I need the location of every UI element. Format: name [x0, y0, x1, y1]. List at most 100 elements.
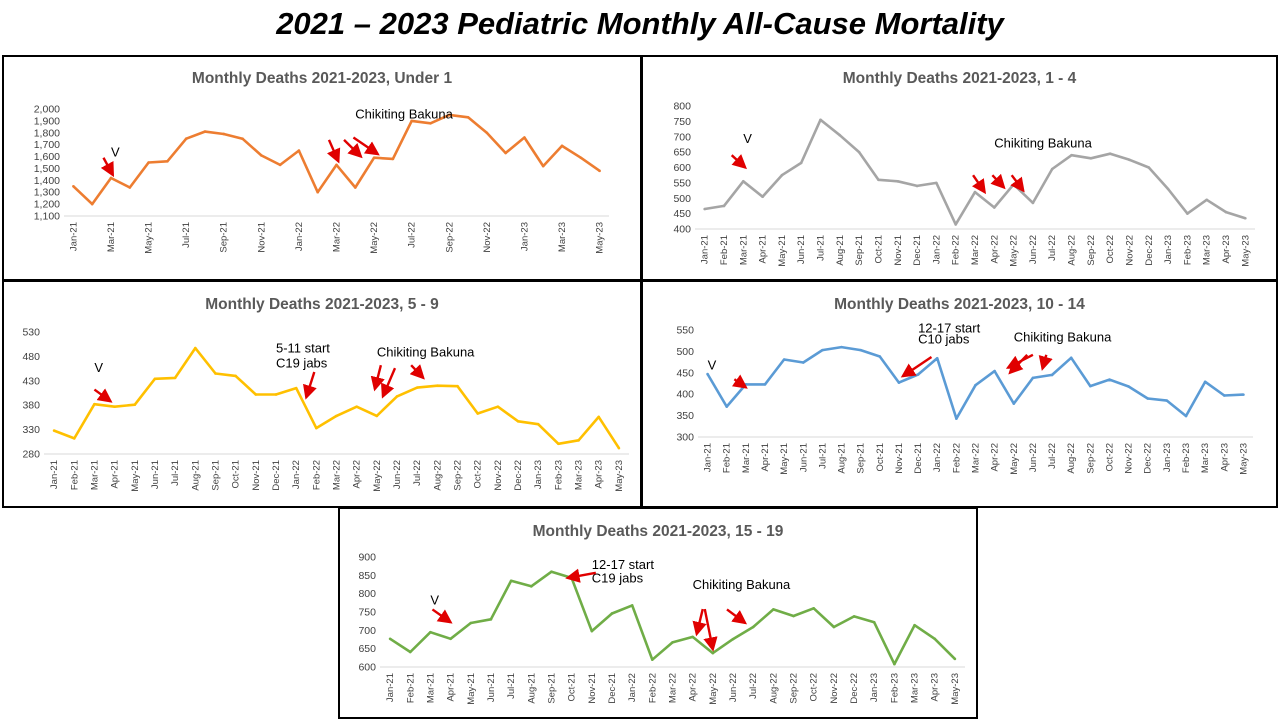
data-point — [761, 195, 764, 199]
data-point — [671, 641, 674, 644]
data-point — [254, 393, 258, 396]
x-tick-label: Sep-21 — [219, 222, 230, 253]
data-point — [1108, 378, 1111, 381]
x-tick-label: May-21 — [130, 460, 141, 492]
x-tick-label: Jan-22 — [294, 222, 305, 251]
data-point — [741, 180, 745, 183]
data-point — [184, 137, 188, 141]
x-tick-label: Jan-23 — [1163, 235, 1174, 264]
x-tick-label: May-22 — [708, 673, 719, 705]
x-tick-label: Feb-22 — [311, 460, 322, 490]
data-point — [703, 207, 706, 211]
data-point — [859, 348, 862, 352]
data-point — [278, 163, 282, 167]
annotation-arrow — [1010, 174, 1025, 193]
data-point — [466, 116, 470, 119]
data-point — [173, 376, 177, 380]
x-tick-label: Apr-21 — [758, 235, 769, 264]
annotation-label: V — [430, 593, 439, 608]
x-tick-label: May-23 — [614, 460, 625, 492]
x-tick-label: Feb-21 — [722, 443, 733, 473]
data-point — [1244, 216, 1247, 220]
data-point — [355, 405, 358, 408]
annotation-arrow — [409, 364, 425, 380]
y-tick-label: 600 — [358, 662, 376, 674]
chart-svg: Monthly Deaths 2021-2023, Under 11,1001,… — [34, 70, 609, 254]
y-tick-label: 600 — [673, 162, 691, 174]
x-tick-label: Sep-21 — [546, 673, 557, 704]
x-tick-label: Mar-21 — [106, 222, 117, 252]
data-point — [429, 630, 432, 634]
x-tick-label: Mar-23 — [910, 673, 921, 703]
annotation-label: Chikiting Bakuna — [693, 577, 791, 592]
y-tick-label: 350 — [676, 410, 694, 422]
x-tick-label: Jan-21 — [385, 673, 396, 702]
data-point — [935, 181, 938, 185]
x-tick-label: Dec-22 — [513, 460, 524, 491]
data-point — [725, 405, 729, 408]
x-tick-label: Jan-23 — [533, 460, 544, 489]
x-tick-label: Jul-22 — [1047, 443, 1058, 469]
data-point — [691, 635, 694, 639]
chart-svg: Monthly Deaths 2021-2023, 1 - 4 400 450 500… — [673, 70, 1255, 267]
data-point — [153, 377, 157, 381]
data-point — [222, 132, 226, 136]
data-point — [315, 426, 318, 430]
data-point — [1146, 397, 1150, 400]
x-tick-label: Nov-22 — [829, 673, 840, 704]
x-tick-label: May-21 — [144, 222, 155, 254]
data-point — [896, 180, 900, 183]
data-point — [436, 384, 439, 387]
x-tick-label: Apr-22 — [688, 673, 699, 702]
data-point — [388, 637, 392, 641]
data-point — [1050, 373, 1054, 377]
data-point — [772, 608, 775, 611]
y-tick-label: 500 — [676, 346, 694, 358]
y-tick-label: 550 — [673, 177, 691, 189]
x-tick-label: Apr-23 — [1219, 443, 1230, 472]
x-tick-label: May-23 — [1240, 235, 1251, 267]
x-tick-label: Mar-22 — [332, 222, 343, 252]
data-point — [993, 206, 996, 209]
data-point — [529, 585, 533, 588]
series-line — [704, 118, 1246, 226]
annotation-label: V — [111, 145, 120, 160]
data-point — [751, 625, 755, 629]
x-tick-label: Oct-21 — [567, 673, 578, 702]
data-point — [496, 405, 500, 408]
x-tick-label: Jun-22 — [728, 673, 739, 702]
data-point — [429, 121, 432, 125]
data-point — [536, 422, 540, 426]
data-point — [819, 118, 822, 122]
x-tick-label: Jul-22 — [748, 673, 759, 699]
data-point — [297, 149, 301, 152]
y-tick-label: 530 — [22, 327, 40, 339]
chart-title: Monthly Deaths 2021-2023, 5 - 9 — [205, 296, 439, 313]
annotation-label: 12-17 start — [592, 557, 655, 572]
y-tick-label: 1,600 — [34, 151, 60, 163]
data-point — [897, 381, 901, 384]
annotation-label: C10 jabs — [918, 332, 970, 347]
annotation-label: V — [708, 357, 717, 372]
data-point — [1166, 187, 1170, 191]
data-point — [1108, 152, 1112, 155]
data-point — [523, 136, 526, 139]
annotation-label: 12-17 start — [918, 321, 981, 336]
x-tick-label: Jan-21 — [49, 460, 60, 489]
x-tick-label: Jan-23 — [869, 673, 880, 702]
annotation-arrow — [900, 355, 933, 378]
annotation-arrow — [1038, 354, 1053, 371]
data-point — [560, 144, 564, 148]
x-tick-label: Apr-21 — [760, 443, 771, 472]
x-tick-label: Dec-21 — [913, 443, 924, 474]
x-tick-label: Sep-22 — [453, 460, 464, 491]
data-point — [799, 161, 803, 165]
x-tick-label: May-22 — [372, 460, 383, 492]
data-point — [133, 403, 137, 407]
y-tick-label: 500 — [673, 193, 691, 205]
x-tick-label: Aug-22 — [1067, 235, 1078, 266]
data-point — [509, 579, 513, 583]
x-tick-label: Nov-21 — [256, 222, 267, 253]
data-point — [954, 223, 957, 226]
chart-panel-15-19: Monthly Deaths 2021-2023, 15 - 19 600 650 7… — [338, 507, 978, 719]
